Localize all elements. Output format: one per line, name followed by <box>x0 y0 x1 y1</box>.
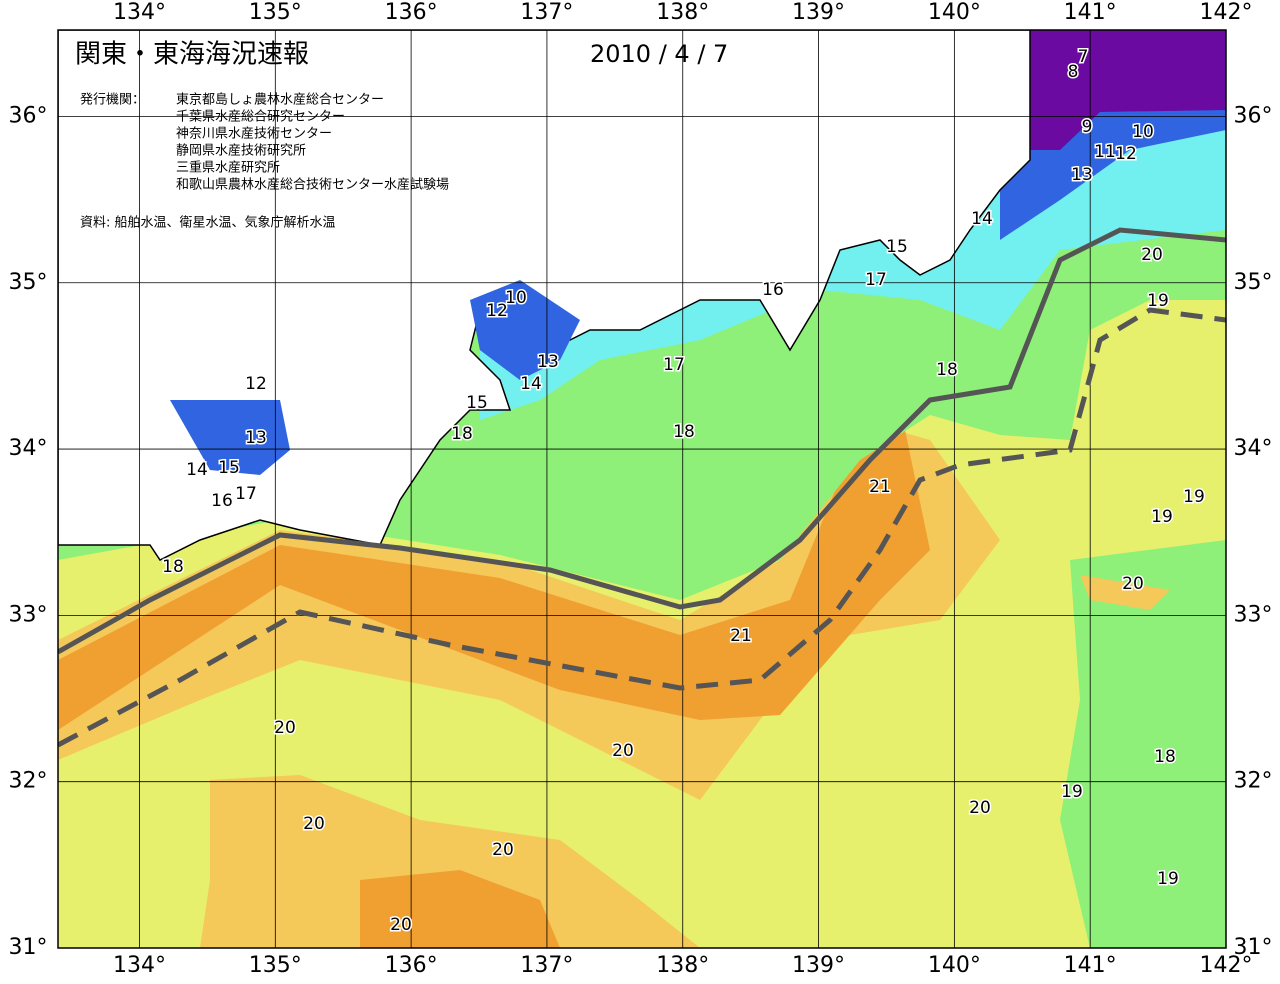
publisher: 静岡県水産技術研究所 <box>176 143 306 159</box>
lon-label-top: 141° <box>1064 0 1117 25</box>
contour-label: 21 <box>730 626 752 646</box>
contour-label: 20 <box>274 718 296 738</box>
lon-label-top: 136° <box>385 0 438 25</box>
source-note: 資料: 船舶水温、衛星水温、気象庁解析水温 <box>80 215 336 231</box>
contour-label: 18 <box>451 424 473 444</box>
lon-label-top: 135° <box>249 0 302 25</box>
publisher: 三重県水産研究所 <box>176 160 280 176</box>
contour-label: 15 <box>218 458 240 478</box>
contour-label: 18 <box>162 557 184 577</box>
contour-label: 20 <box>1141 245 1163 265</box>
contour-label: 18 <box>673 422 695 442</box>
contour-label: 13 <box>245 428 267 448</box>
contour-label: 12 <box>486 301 508 321</box>
lon-label-bottom: 138° <box>656 953 709 978</box>
contour-label: 16 <box>211 491 233 511</box>
map-frame <box>57 29 1227 949</box>
lon-label-bottom: 140° <box>928 953 981 978</box>
contour-label: 16 <box>762 280 784 300</box>
lon-label-bottom: 141° <box>1064 953 1117 978</box>
lon-label-bottom: 142° <box>1200 953 1253 978</box>
contour-label: 12 <box>245 374 267 394</box>
contour-label: 17 <box>235 484 257 504</box>
contour-label: 20 <box>390 915 412 935</box>
lat-label-right: 32° <box>1234 769 1273 794</box>
publisher-label: 発行機関： <box>80 93 145 108</box>
warm-core <box>360 870 560 948</box>
publisher: 神奈川県水産技術センター <box>176 126 332 142</box>
lat-label-right: 34° <box>1234 436 1273 461</box>
lat-label-left: 34° <box>9 436 48 461</box>
osaka-bay-water <box>170 400 290 475</box>
contour-label: 15 <box>886 237 908 257</box>
contour-label: 19 <box>1147 291 1169 311</box>
contour-label: 13 <box>537 352 559 372</box>
lat-label-right: 35° <box>1234 270 1273 295</box>
contour-label: 17 <box>663 355 685 375</box>
lat-label-right: 33° <box>1234 602 1273 627</box>
lat-label-right: 31° <box>1234 935 1273 960</box>
contour-label: 8 <box>1068 62 1079 82</box>
lon-label-top: 134° <box>113 0 166 25</box>
contour-label: 7 <box>1078 47 1089 67</box>
contour-label: 14 <box>186 460 208 480</box>
contour-label: 14 <box>520 374 542 394</box>
warm-eddy <box>1080 575 1170 610</box>
map-date: 2010 / 4 / 7 <box>590 40 728 68</box>
lon-label-top: 142° <box>1200 0 1253 25</box>
coldest-water <box>1030 30 1226 150</box>
lat-label-left: 36° <box>9 103 48 128</box>
lon-label-top: 138° <box>656 0 709 25</box>
contour-label: 20 <box>492 840 514 860</box>
contour-label: 21 <box>869 477 891 497</box>
contour-label: 18 <box>936 360 958 380</box>
publisher: 東京都島しょ農林水産総合センター <box>176 92 384 108</box>
lon-label-top: 139° <box>792 0 845 25</box>
map-area <box>58 30 1226 948</box>
contour-label: 19 <box>1183 487 1205 507</box>
ise-bay-water <box>470 280 580 380</box>
lat-label-right: 36° <box>1234 103 1273 128</box>
contour-label: 20 <box>303 814 325 834</box>
contour-label: 19 <box>1157 869 1179 889</box>
contour-label: 20 <box>969 798 991 818</box>
lat-label-left: 33° <box>9 602 48 627</box>
contour-label: 20 <box>1122 574 1144 594</box>
lon-label-bottom: 139° <box>792 953 845 978</box>
contour-label: 9 <box>1082 117 1093 137</box>
contour-label: 18 <box>1154 747 1176 767</box>
lon-label-bottom: 134° <box>113 953 166 978</box>
contour-label: 14 <box>971 209 993 229</box>
lon-label-bottom: 136° <box>385 953 438 978</box>
lat-label-left: 35° <box>9 270 48 295</box>
publisher: 千葉県水産総合研究センター <box>176 109 345 125</box>
cool-area-east <box>1060 540 1226 948</box>
warm-area <box>200 775 700 948</box>
lon-label-bottom: 137° <box>520 953 573 978</box>
map-title: 関東・東海海況速報 <box>75 40 309 70</box>
contour-label: 12 <box>1115 144 1137 164</box>
publisher: 和歌山県農林水産総合技術センター水産試験場 <box>176 177 449 193</box>
lon-label-top: 140° <box>928 0 981 25</box>
contour-label: 10 <box>505 288 527 308</box>
contour-label: 19 <box>1151 507 1173 527</box>
lon-label-top: 137° <box>520 0 573 25</box>
kuroshio-current <box>58 227 1226 655</box>
contour-label: 20 <box>612 741 634 761</box>
contour-label: 13 <box>1071 165 1093 185</box>
lat-label-left: 32° <box>9 769 48 794</box>
contour-label: 17 <box>865 270 887 290</box>
contour-label: 19 <box>1061 782 1083 802</box>
contour-label: 10 <box>1132 122 1154 142</box>
contour-label: 11 <box>1094 142 1116 162</box>
lat-label-left: 31° <box>9 935 48 960</box>
lon-label-bottom: 135° <box>249 953 302 978</box>
kuroshio-core <box>58 430 930 730</box>
contour-label: 15 <box>466 393 488 413</box>
graticule <box>58 30 1226 948</box>
